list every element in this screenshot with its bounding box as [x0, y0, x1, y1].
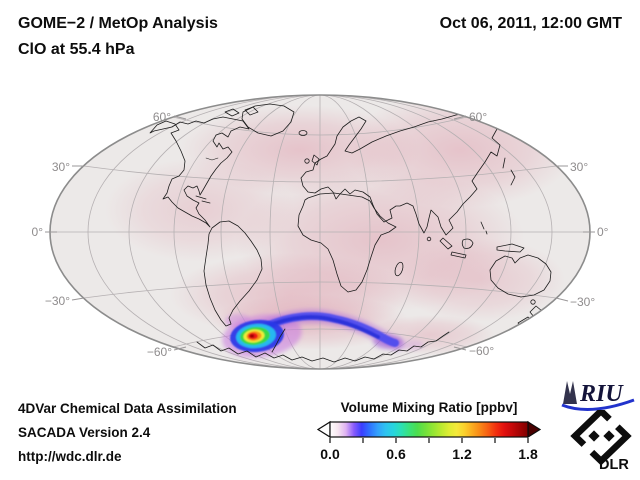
- eurasia: [300, 112, 501, 236]
- tasmania: [530, 299, 536, 305]
- cologne-cathedral-icon: [563, 381, 577, 404]
- dlr-logo: DLR: [570, 410, 632, 472]
- lat-label-60s-right: −60°: [469, 344, 494, 358]
- iceland: [298, 130, 308, 136]
- colorbar-gradient-bar: [329, 421, 529, 438]
- riu-logo-text: RIU: [579, 381, 624, 407]
- sri-lanka: [426, 236, 432, 242]
- colorbar: Volume Mixing Ratio [ppbv] 0.0 0.6 1.2 1…: [316, 400, 542, 462]
- lat-label-30n-left: 30°: [52, 160, 70, 174]
- arctic-islands: [224, 108, 240, 117]
- colorbar-title: Volume Mixing Ratio [ppbv]: [341, 400, 518, 415]
- colorbar-tick-1.8: 1.8: [518, 446, 538, 462]
- caribbean: [195, 195, 211, 204]
- australia: [489, 254, 552, 298]
- africa: [297, 192, 397, 293]
- new-guinea: [496, 243, 525, 253]
- antarctic-clo-maximum: [230, 319, 284, 353]
- dlr-emblem-icon: [570, 410, 632, 466]
- colorbar-tick-1.2: 1.2: [452, 446, 472, 462]
- latitude-labels: 60° 30° 0° −30° −60° 60° 30° 0° −30° −60…: [32, 110, 609, 359]
- lat-label-60n-left: 60°: [153, 110, 171, 124]
- madagascar: [394, 261, 404, 277]
- lat-label-30s-left: −30°: [45, 294, 70, 308]
- background-clo-wash: [105, 95, 575, 355]
- footer-line-version: SACADA Version 2.4: [18, 425, 151, 440]
- colorbar-ticks: [329, 438, 529, 443]
- colorbar-left-arrow: [316, 420, 331, 439]
- british-isles: [311, 154, 320, 166]
- sumatra: [439, 237, 453, 250]
- lat-label-60s-left: −60°: [147, 345, 172, 359]
- lat-label-30s-right: −30°: [570, 295, 595, 309]
- south-america: [203, 220, 263, 327]
- antarctica-coastline: [196, 331, 450, 363]
- borneo: [461, 238, 474, 249]
- vortex-filament: [261, 312, 399, 347]
- clo-plume: [222, 309, 424, 358]
- greenland: [241, 103, 295, 137]
- japan: [510, 169, 516, 186]
- coastlines: [149, 103, 552, 363]
- great-lakes: [205, 157, 219, 161]
- lat-label-0-left: 0°: [32, 225, 44, 239]
- lat-label-60n-right: 60°: [469, 110, 487, 124]
- antarctic-peninsula: [271, 328, 286, 353]
- footer-line-url: http://wdc.dlr.de: [18, 449, 122, 464]
- colorbar-right-arrow: [527, 420, 542, 439]
- lat-label-30n-right: 30°: [570, 160, 588, 174]
- philippines: [480, 221, 488, 235]
- footer-line-assimilation: 4DVar Chemical Data Assimilation: [18, 401, 237, 416]
- dlr-logo-text: DLR: [599, 457, 629, 472]
- java: [450, 251, 467, 259]
- variable-subtitle: ClO at 55.4 hPa: [18, 41, 135, 58]
- latitude-ticks: [45, 115, 595, 351]
- ireland: [304, 158, 310, 164]
- lat-label-0-right: 0°: [597, 225, 609, 239]
- page-title: GOME−2 / MetOp Analysis: [18, 15, 218, 32]
- colorbar-tick-0.6: 0.6: [386, 446, 406, 462]
- timestamp: Oct 06, 2011, 12:00 GMT: [439, 15, 622, 32]
- sakhalin: [502, 157, 506, 169]
- north-america: [149, 116, 250, 228]
- riu-logo: RIU: [561, 381, 635, 411]
- riu-swoosh-icon: [561, 398, 635, 411]
- colorbar-tick-0.0: 0.0: [320, 446, 340, 462]
